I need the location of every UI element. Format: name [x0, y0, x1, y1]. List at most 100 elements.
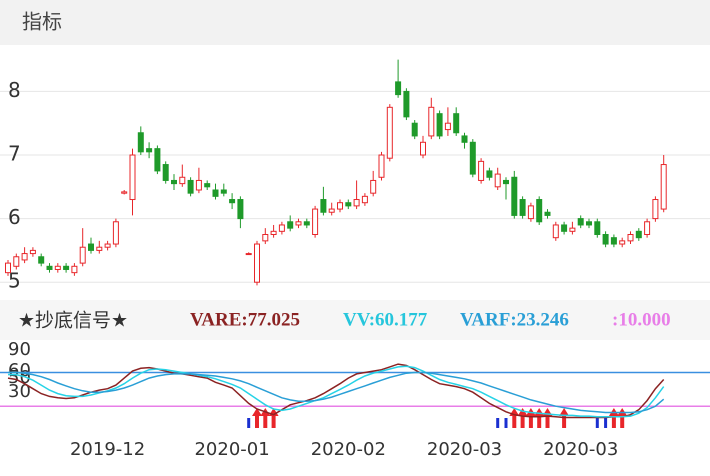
indicator-bar [0, 300, 710, 340]
candle-body [287, 221, 294, 229]
candle-body [162, 164, 169, 181]
y-tick-label: 90 [8, 339, 31, 360]
y-tick-label: 60 [8, 360, 31, 381]
candle-body [5, 262, 11, 274]
candle-body [229, 199, 236, 204]
candle-body [71, 265, 78, 274]
series-line [8, 365, 665, 418]
candle-body [54, 265, 61, 270]
candle-body [204, 183, 211, 188]
candle-body [428, 106, 435, 137]
legend-entry: VARF:23.246 [460, 309, 569, 330]
indicator-title: ★抄底信号★ [18, 310, 128, 332]
candle-body [561, 224, 568, 232]
candle-body [420, 141, 426, 156]
candle-body [577, 218, 584, 226]
candle-body [652, 199, 659, 220]
candle-body [586, 221, 592, 226]
candle-body [154, 148, 161, 172]
header-title: 指标 [22, 10, 62, 34]
candle-body [29, 249, 36, 255]
signal-arrow [542, 408, 553, 428]
y-tick-label: 8 [8, 78, 21, 102]
signal-arrow [517, 408, 528, 428]
candle-body [635, 230, 642, 239]
candle-body [96, 246, 103, 251]
signal-arrow [608, 408, 619, 428]
candle-body [104, 243, 111, 248]
candle-body [436, 113, 443, 137]
candle-body [660, 164, 667, 210]
candle-body [312, 208, 319, 236]
y-tick-label: 6 [8, 205, 21, 229]
candle-body [610, 237, 617, 245]
candle-body [569, 227, 576, 232]
candle-body [179, 176, 186, 185]
candle-body [46, 265, 53, 270]
candle-body [378, 154, 385, 178]
candle-body [320, 199, 327, 213]
candle-body [171, 179, 177, 185]
signal-arrow [252, 408, 262, 428]
candle-body [602, 234, 609, 245]
x-tick-label: 2020-03 [427, 439, 502, 460]
candle-body [88, 243, 94, 251]
signal-bar [247, 418, 251, 428]
candle-body [63, 265, 70, 270]
legend-entry: VV:60.177 [343, 309, 428, 330]
candle-body [552, 224, 559, 239]
series-line [8, 371, 665, 414]
candle-body [503, 179, 509, 185]
candle-body [644, 221, 651, 236]
x-tick-label: 2020-02 [311, 439, 386, 460]
signal-arrow [534, 408, 545, 428]
candle-body [137, 132, 144, 153]
x-tick-label: 2019-12 [70, 439, 145, 460]
candle-body [21, 253, 28, 261]
candle-body [494, 173, 501, 188]
candle-body [13, 256, 20, 267]
candle-body [461, 135, 468, 143]
candle-body [361, 195, 368, 204]
signal-bar [504, 418, 508, 428]
candle-body [146, 148, 153, 153]
candle-body [245, 253, 252, 256]
candle-body [195, 179, 202, 191]
candle-body [594, 221, 601, 236]
candle-body [237, 199, 244, 220]
y-tick-label: 5 [8, 269, 21, 293]
signal-arrow [525, 408, 536, 428]
candle-body [262, 234, 269, 242]
candle-body [212, 189, 219, 197]
candle-body [220, 189, 227, 194]
series-line [7, 363, 665, 419]
signal-bar [604, 418, 608, 428]
candle-body [453, 113, 460, 134]
candle-body [353, 199, 360, 207]
signal-arrow [509, 408, 520, 428]
legend-entry: VARE:77.025 [190, 309, 300, 330]
header-bar [0, 0, 710, 45]
candle-body [627, 234, 634, 242]
candle-body [328, 208, 335, 213]
legend-entry: :10.000 [612, 309, 671, 330]
candle-body [370, 179, 377, 194]
candle-body [295, 221, 302, 226]
x-tick-label: 2020-03 [543, 439, 618, 460]
candle-body [112, 221, 119, 245]
candle-body [395, 81, 402, 96]
candle-body [469, 141, 476, 175]
signal-bar [496, 418, 500, 428]
candle-body [345, 202, 352, 207]
candle-body [403, 90, 410, 118]
candle-body [411, 122, 418, 137]
candle-body [444, 122, 451, 131]
candle-body [544, 211, 551, 216]
x-tick-label: 2020-01 [194, 439, 269, 460]
candle-body [254, 243, 260, 283]
candle-body [270, 230, 277, 236]
candle-body [527, 205, 534, 220]
candle-body [386, 106, 393, 159]
candle-body [187, 179, 194, 194]
